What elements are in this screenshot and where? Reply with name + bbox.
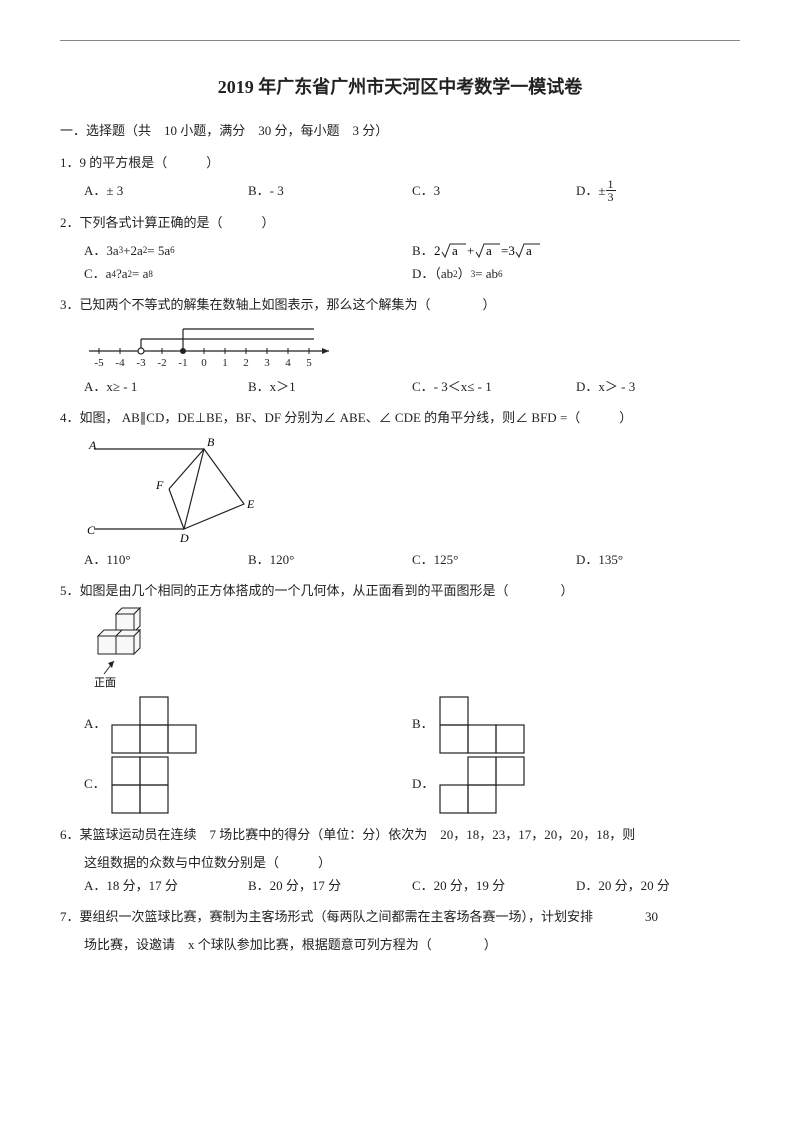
- q5-shape-b-icon: [438, 695, 528, 755]
- svg-text:-5: -5: [94, 357, 104, 369]
- svg-text:-1: -1: [178, 357, 187, 369]
- q3-opt-a: A．x≥ - 1: [84, 375, 248, 398]
- q2-opt-c: C．a4?a2 = a8: [84, 262, 412, 285]
- question-3: 3．已知两个不等式的解集在数轴上如图表示，那么这个解集为（ ）: [60, 293, 740, 316]
- fraction-one-third: 13: [606, 178, 616, 203]
- question-1: 1．9 的平方根是（ ）: [60, 151, 740, 174]
- q2-b-prefix: B．: [412, 239, 434, 262]
- question-6: 6．某篮球运动员在连续 7 场比赛中的得分（单位：分）依次为 20，18，23，…: [60, 823, 740, 846]
- svg-text:C: C: [87, 523, 96, 537]
- q1-opt-c: C．3: [412, 178, 576, 203]
- svg-text:2: 2: [243, 357, 249, 369]
- svg-text:1: 1: [222, 357, 228, 369]
- q4-options: A．110° B．120° C．125° D．135°: [84, 548, 740, 571]
- q5-shape-d-icon: [438, 755, 528, 815]
- cube-solid-icon: 正面: [84, 606, 164, 691]
- q2-options: A．3a3+2a2 = 5a6 B． 2 a + a =3 a C．a4?a2 …: [84, 239, 740, 286]
- svg-text:a: a: [452, 243, 458, 258]
- question-7-line2: 场比赛，设邀请 x 个球队参加比赛，根据题意可列方程为（ ）: [84, 933, 740, 956]
- q6-opt-c: C．20 分，19 分: [412, 874, 576, 897]
- sqrt-expression-icon: 2 a + a =3 a: [434, 240, 544, 260]
- svg-text:2: 2: [434, 243, 441, 258]
- q2-opt-d: D．（ab2）3 = ab6: [412, 262, 740, 285]
- q4-figure: A B C D E F: [84, 434, 740, 544]
- q1-d-prefix: D．±: [576, 179, 606, 202]
- q3-opt-c: C．- 3＜x≤ - 1: [412, 375, 576, 398]
- svg-text:F: F: [155, 478, 164, 492]
- section-header: 一．选择题（共 10 小题，满分 30 分，每小题 3 分）: [60, 119, 740, 142]
- q6-opt-b: B．20 分，17 分: [248, 874, 412, 897]
- q2-opt-a: A．3a3+2a2 = 5a6: [84, 239, 412, 262]
- q5-shape-a-icon: [110, 695, 200, 755]
- q5-opt-d-label: D．: [412, 772, 434, 815]
- svg-text:A: A: [88, 438, 97, 452]
- q3-opt-d: D．x＞ - 3: [576, 375, 740, 398]
- top-rule: [60, 40, 740, 41]
- svg-text:5: 5: [306, 357, 312, 369]
- q5-opt-c-label: C．: [84, 772, 106, 815]
- page-title: 2019 年广东省广州市天河区中考数学一模试卷: [60, 71, 740, 103]
- q6-options: A．18 分，17 分 B．20 分，17 分 C．20 分，19 分 D．20…: [84, 874, 740, 897]
- question-7: 7．要组织一次篮球比赛，赛制为主客场形式（每两队之间都需在主客场各赛一场），计划…: [60, 905, 740, 928]
- q1-opt-d: D．± 13: [576, 178, 740, 203]
- svg-text:B: B: [207, 435, 215, 449]
- q1-options: A．± 3 B．- 3 C．3 D．± 13: [84, 178, 740, 203]
- svg-text:-3: -3: [136, 357, 146, 369]
- q5-options-row2: C． D．: [84, 755, 740, 815]
- svg-text:D: D: [179, 531, 189, 544]
- q2-opt-b: B． 2 a + a =3 a: [412, 239, 740, 262]
- q6-opt-a: A．18 分，17 分: [84, 874, 248, 897]
- q4-opt-b: B．120°: [248, 548, 412, 571]
- q5-figure: 正面: [84, 606, 740, 691]
- svg-text:3: 3: [264, 357, 270, 369]
- q1-opt-a: A．± 3: [84, 178, 248, 203]
- svg-text:0: 0: [201, 357, 207, 369]
- svg-text:-2: -2: [157, 357, 166, 369]
- q4-opt-c: C．125°: [412, 548, 576, 571]
- q5-options-row1: A． B．: [84, 695, 740, 755]
- geometry-diagram-icon: A B C D E F: [84, 434, 284, 544]
- svg-text:a: a: [486, 243, 492, 258]
- q4-opt-d: D．135°: [576, 548, 740, 571]
- svg-text:4: 4: [285, 357, 291, 369]
- q5-shape-c-icon: [110, 755, 200, 815]
- svg-text:正面: 正面: [94, 677, 116, 689]
- q4-opt-a: A．110°: [84, 548, 248, 571]
- svg-text:=3: =3: [501, 243, 515, 258]
- q5-opt-a-label: A．: [84, 712, 106, 755]
- number-line-icon: -5 -4 -3 -2 -1 0 1 2 3 4 5: [84, 321, 344, 371]
- q5-opt-b-label: B．: [412, 712, 434, 755]
- question-2: 2．下列各式计算正确的是（ ）: [60, 211, 740, 234]
- question-6-line2: 这组数据的众数与中位数分别是（ ）: [84, 851, 740, 874]
- question-4: 4．如图， AB∥CD，DE⊥BE，BF、DF 分别为∠ ABE、∠ CDE 的…: [60, 406, 740, 429]
- svg-text:a: a: [526, 243, 532, 258]
- q1-opt-b: B．- 3: [248, 178, 412, 203]
- svg-text:+: +: [467, 243, 474, 258]
- question-5: 5．如图是由几个相同的正方体搭成的一个几何体，从正面看到的平面图形是（ ）: [60, 579, 740, 602]
- q6-opt-d: D．20 分，20 分: [576, 874, 740, 897]
- svg-text:E: E: [246, 497, 255, 511]
- svg-text:-4: -4: [115, 357, 125, 369]
- q3-figure: -5 -4 -3 -2 -1 0 1 2 3 4 5: [84, 321, 740, 371]
- q3-options: A．x≥ - 1 B．x＞1 C．- 3＜x≤ - 1 D．x＞ - 3: [84, 375, 740, 398]
- q3-opt-b: B．x＞1: [248, 375, 412, 398]
